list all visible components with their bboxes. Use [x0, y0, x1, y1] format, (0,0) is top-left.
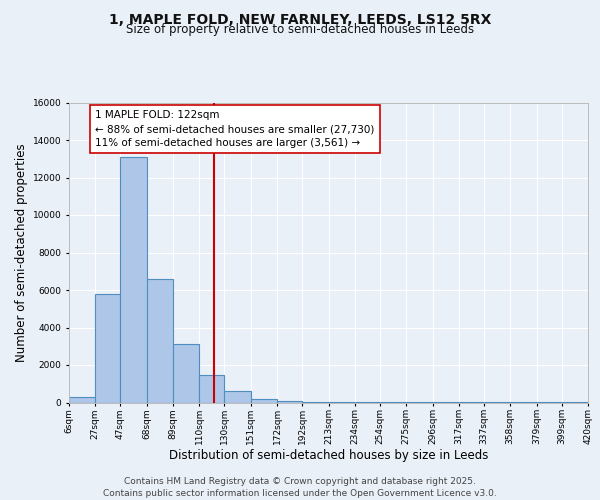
Bar — [199, 376, 224, 402]
Bar — [69, 397, 95, 402]
Y-axis label: Number of semi-detached properties: Number of semi-detached properties — [16, 143, 28, 362]
Bar — [277, 400, 302, 402]
Text: 1 MAPLE FOLD: 122sqm
← 88% of semi-detached houses are smaller (27,730)
11% of s: 1 MAPLE FOLD: 122sqm ← 88% of semi-detac… — [95, 110, 375, 148]
Bar — [224, 391, 251, 402]
Bar — [121, 157, 147, 402]
Bar — [95, 294, 121, 403]
Text: Contains HM Land Registry data © Crown copyright and database right 2025.
Contai: Contains HM Land Registry data © Crown c… — [103, 476, 497, 498]
Text: Size of property relative to semi-detached houses in Leeds: Size of property relative to semi-detach… — [126, 22, 474, 36]
Bar — [147, 279, 173, 402]
Text: 1, MAPLE FOLD, NEW FARNLEY, LEEDS, LS12 5RX: 1, MAPLE FOLD, NEW FARNLEY, LEEDS, LS12 … — [109, 12, 491, 26]
Bar — [173, 344, 199, 403]
X-axis label: Distribution of semi-detached houses by size in Leeds: Distribution of semi-detached houses by … — [169, 448, 488, 462]
Bar — [251, 399, 277, 402]
